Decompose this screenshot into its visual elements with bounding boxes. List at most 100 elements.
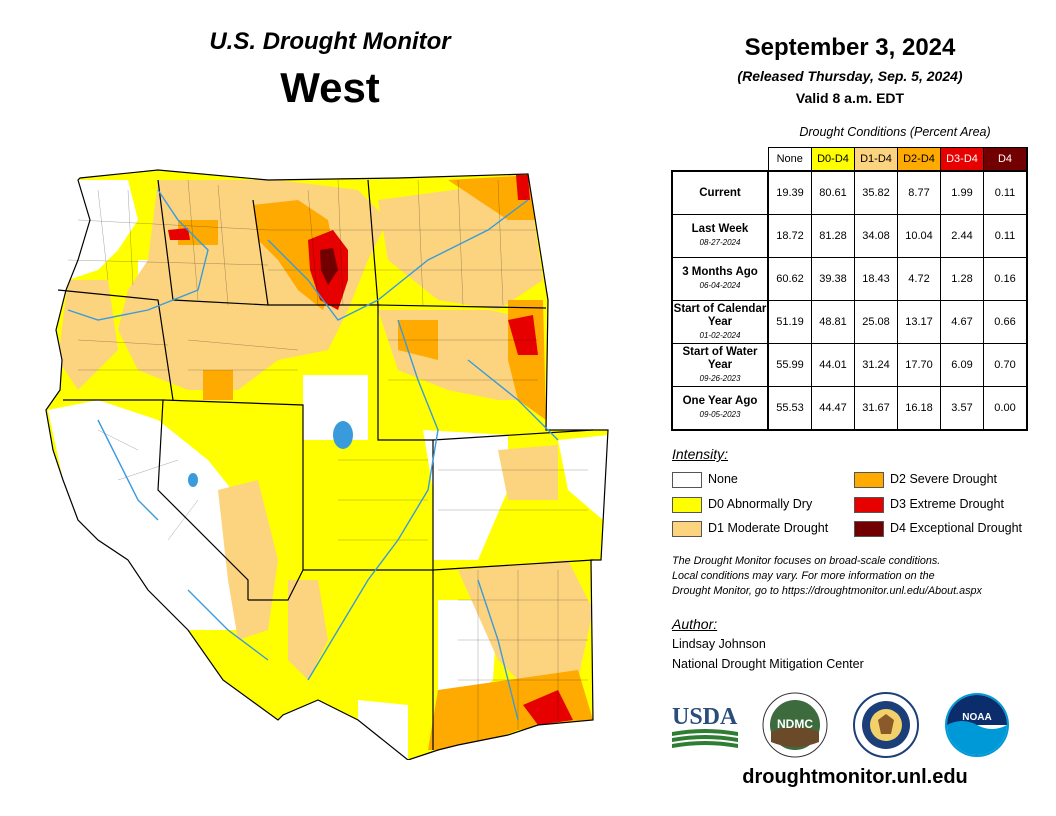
website-url[interactable]: droughtmonitor.unl.edu <box>742 766 968 788</box>
drought-areas <box>46 170 608 760</box>
table-cell: 17.70 <box>897 343 941 387</box>
legend-swatch <box>672 496 702 513</box>
row-label-text: Start of Water Year <box>682 345 758 371</box>
valid-time: Valid 8 a.m. EDT <box>795 90 905 106</box>
legend-label: D2 Severe Drought <box>890 472 998 486</box>
table-cell: 19.39 <box>767 170 812 215</box>
commerce-seal <box>853 692 919 758</box>
row-label-text: Start of Calendar Year <box>673 302 767 328</box>
author-name: Lindsay Johnson <box>672 637 766 651</box>
table-header-row: None D0-D4 D1-D4 D2-D4 D3-D4 D4 <box>672 147 1028 172</box>
table-row: Last Week 08-27-2024 18.72 81.28 34.08 10.04 2… <box>671 214 1028 258</box>
table-cell: 0.16 <box>983 257 1028 301</box>
row-label-text: Current <box>699 186 741 199</box>
table-cell: 31.67 <box>854 386 898 431</box>
table-cell: 44.01 <box>811 343 855 387</box>
noaa-logo: NOAA <box>945 693 1009 757</box>
author-title: Author: <box>672 616 718 632</box>
row-label-date: 09-26-2023 <box>699 373 741 383</box>
table-cell: 31.24 <box>854 343 898 387</box>
col-d3-d4: D3-D4 <box>940 147 984 172</box>
table-cell: 1.99 <box>940 170 984 215</box>
table-cell: 6.09 <box>940 343 984 387</box>
col-none: None <box>767 147 812 172</box>
table-corner <box>672 148 768 172</box>
svg-text:NOAA: NOAA <box>962 712 991 723</box>
legend-item: D1 Moderate Drought <box>672 519 828 537</box>
disclaimer-note: The Drought Monitor focuses on broad-sca… <box>672 554 1052 599</box>
note-line-3: Drought Monitor, go to https://droughtmo… <box>672 585 982 597</box>
table-cell: 4.67 <box>940 300 984 344</box>
note-line-2: Local conditions may vary. For more info… <box>672 570 935 582</box>
table-cell: 1.28 <box>940 257 984 301</box>
table-cell: 18.43 <box>854 257 898 301</box>
table-cell: 25.08 <box>854 300 898 344</box>
table-row: Current 19.39 80.61 35.82 8.77 1.99 0.11 <box>671 170 1028 215</box>
row-label-date: 06-04-2024 <box>699 281 741 290</box>
table-row: Start of Calendar Year 01-02-2024 51.19 48.… <box>671 300 1028 344</box>
legend-swatch <box>854 471 884 488</box>
legend-label: D3 Extreme Drought <box>890 497 1004 511</box>
table-cell: 10.04 <box>897 214 941 258</box>
map-title: U.S. Drought Monitor <box>209 28 451 55</box>
table-cell: 39.38 <box>811 257 855 301</box>
table-cell: 8.77 <box>897 170 941 215</box>
table-cell: 55.99 <box>767 343 812 387</box>
row-label-date: 09-05-2023 <box>699 410 741 419</box>
table-cell: 4.72 <box>897 257 941 301</box>
table-cell: 13.17 <box>897 300 941 344</box>
row-label-text: One Year Ago <box>682 395 758 407</box>
table-cell: 80.61 <box>811 170 855 215</box>
intensity-title: Intensity: <box>672 446 729 462</box>
rivers <box>67 189 559 721</box>
legend-item: D0 Abnormally Dry <box>672 495 812 513</box>
legend-swatch <box>854 520 884 537</box>
col-d4: D4 <box>983 147 1028 172</box>
legend-item: D3 Extreme Drought <box>854 495 1004 513</box>
legend-label: D1 Moderate Drought <box>708 521 829 535</box>
table-cell: 60.62 <box>767 257 812 301</box>
table-cell: 0.11 <box>983 214 1028 258</box>
table-row: Start of Water Year 09-26-2023 55.99 44.01 3… <box>671 343 1028 387</box>
legend-label: None <box>708 472 738 486</box>
legend-swatch <box>854 496 884 513</box>
release-date: (Released Thursday, Sep. 5, 2024) <box>737 68 963 84</box>
table-row: One Year Ago 09-05-2023 55.53 44.47 31.67 16.… <box>671 386 1028 431</box>
legend-item: None <box>672 470 738 488</box>
row-label-date: 08-27-2024 <box>699 238 741 247</box>
table-cell: 34.08 <box>854 214 898 258</box>
legend-item: D2 Severe Drought <box>854 470 997 488</box>
county-lines <box>67 179 588 740</box>
row-label-date: 01-02-2024 <box>699 330 741 340</box>
drought-conditions-table: None D0-D4 D1-D4 D2-D4 D3-D4 D4 Current 1… <box>671 147 1028 431</box>
row-label: Current <box>671 170 769 215</box>
table-cell: 55.53 <box>767 386 812 431</box>
table-row: 3 Months Ago 06-04-2024 60.62 39.38 18.43 4.7… <box>671 257 1028 301</box>
table-cell: 0.11 <box>983 170 1028 215</box>
row-label-text: Last Week <box>691 223 749 235</box>
ndmc-logo: NDMC <box>762 692 828 758</box>
col-d1-d4: D1-D4 <box>854 147 898 172</box>
table-cell: 3.57 <box>940 386 984 431</box>
table-cell: 51.19 <box>767 300 812 344</box>
legend-swatch <box>672 520 702 537</box>
region-title: West <box>280 64 380 111</box>
table-cell: 2.44 <box>940 214 984 258</box>
col-d0-d4: D0-D4 <box>811 147 855 172</box>
legend-item: D4 Exceptional Drought <box>854 519 1022 537</box>
conditions-caption: Drought Conditions (Percent Area) <box>799 125 991 139</box>
author-org: National Drought Mitigation Center <box>672 657 864 671</box>
map-date: September 3, 2024 <box>744 34 956 61</box>
table-cell: 0.70 <box>983 343 1028 387</box>
table-cell: 0.66 <box>983 300 1028 344</box>
row-label: Start of Calendar Year 01-02-2024 <box>671 300 769 344</box>
state-boundaries <box>45 169 609 760</box>
great-salt-lake <box>333 421 353 449</box>
svg-text:USDA: USDA <box>672 704 738 730</box>
note-line-1: The Drought Monitor focuses on broad-sca… <box>672 555 941 567</box>
row-label: One Year Ago 09-05-2023 <box>671 386 769 431</box>
lake-tahoe <box>188 473 198 487</box>
row-label: 3 Months Ago 06-04-2024 <box>671 257 769 301</box>
table-cell: 18.72 <box>767 214 812 258</box>
legend-swatch <box>672 471 702 488</box>
